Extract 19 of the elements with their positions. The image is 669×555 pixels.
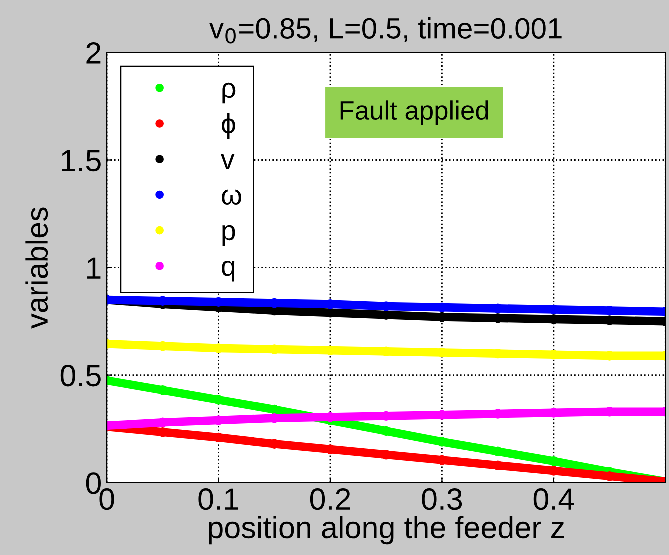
y-tick-label: 1 (88, 258, 101, 279)
legend-label: ω (222, 190, 242, 205)
legend-label: ρ (222, 82, 236, 104)
legend-label: v (221, 154, 235, 170)
y-tick-label: 1.5 (62, 150, 101, 172)
x-axis-title: position along the feeder z (209, 516, 564, 545)
y-axis-title: variables (26, 208, 48, 329)
y-tick-label: 0.5 (60, 365, 101, 387)
chart-title: v$_{0}$=0.85, L=0.5, time=0.001 (210, 18, 562, 44)
annotation: Fault applied (340, 100, 488, 126)
y-tick-label: 0 (86, 472, 101, 494)
legend-label: ϕ (222, 113, 236, 140)
x-tick-label: 0.1 (198, 488, 239, 510)
legend-label: q (222, 260, 235, 282)
y-tick-label: 2 (86, 42, 101, 64)
x-tick-label: 0.3 (422, 488, 462, 510)
x-tick-label: 0.4 (534, 488, 574, 510)
x-tick-label: 0.2 (310, 488, 350, 510)
legend-label: p (222, 225, 236, 246)
